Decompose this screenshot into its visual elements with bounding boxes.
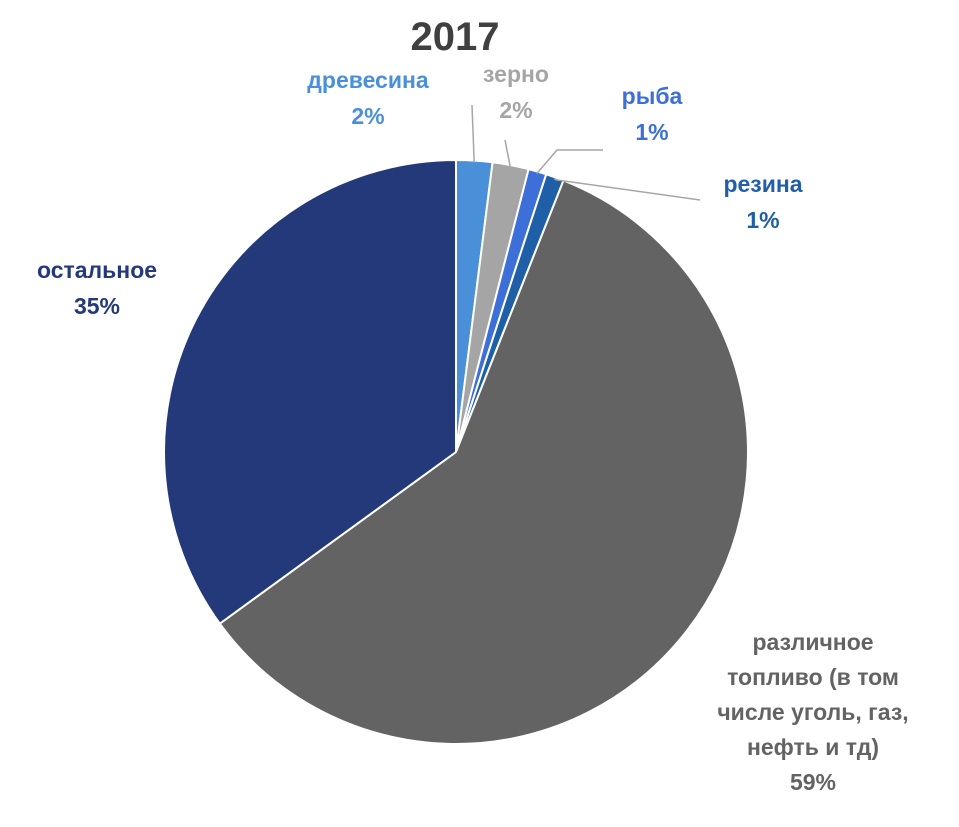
slice-value-остальное: 35% bbox=[74, 293, 120, 319]
leader-line-рыба bbox=[536, 149, 603, 174]
leader-lines bbox=[471, 104, 701, 201]
slice-name-различное-топливо-в-том-числе-уголь-газ-нефть-и-тд-3: нефть и тд) bbox=[747, 734, 879, 760]
slice-value-различное-топливо-в-том-числе-уголь-газ-нефть-и-тд: 59% bbox=[790, 769, 836, 795]
slice-name-древесина-0: древесина bbox=[307, 67, 429, 93]
slice-name-рыба-0: рыба bbox=[622, 83, 683, 109]
slice-name-остальное-0: остальное bbox=[37, 257, 157, 283]
leader-line-зерно bbox=[504, 139, 512, 168]
slice-value-зерно: 2% bbox=[499, 97, 532, 123]
pie-slices bbox=[163, 158, 749, 745]
slice-name-различное-топливо-в-том-числе-уголь-газ-нефть-и-тд-2: числе уголь, газ, bbox=[717, 699, 908, 725]
slice-value-резина: 1% bbox=[746, 207, 779, 233]
slice-name-различное-топливо-в-том-числе-уголь-газ-нефть-и-тд-0: различное bbox=[752, 629, 873, 655]
slice-value-рыба: 1% bbox=[635, 119, 668, 145]
leader-line-резина bbox=[553, 178, 701, 201]
slice-name-резина-0: резина bbox=[723, 171, 802, 197]
chart-title: 2017 bbox=[411, 15, 500, 59]
pie-slice-5 bbox=[218, 179, 749, 745]
slice-value-древесина: 2% bbox=[351, 103, 384, 129]
slice-name-различное-топливо-в-том-числе-уголь-газ-нефть-и-тд-1: топливо (в том bbox=[727, 664, 899, 690]
pie-slice-6 bbox=[163, 158, 457, 626]
slice-name-зерно-0: зерно bbox=[483, 61, 549, 87]
slice-labels: древесина 2% зерно 2% рыба 1% резина 1% различно… bbox=[37, 61, 909, 795]
leader-line-древесина bbox=[471, 104, 475, 163]
